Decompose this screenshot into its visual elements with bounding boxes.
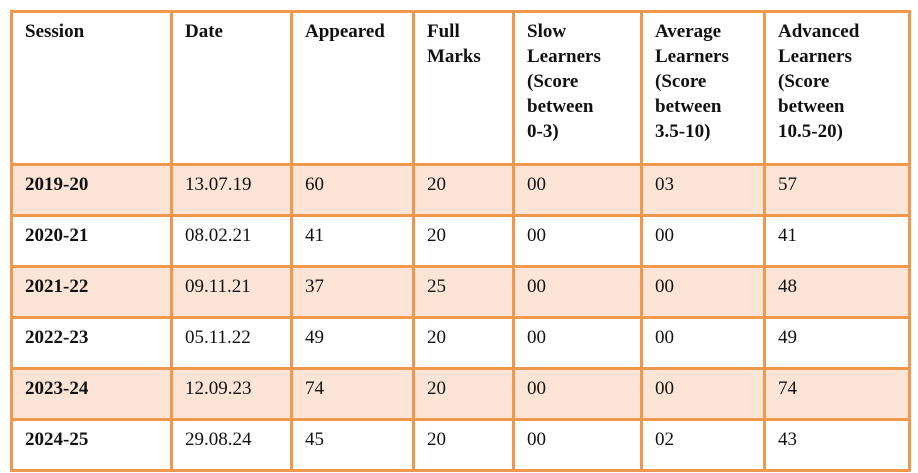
data-cell: 09.11.21 <box>170 265 293 319</box>
header-text: Appeared <box>305 21 385 42</box>
data-cell: 13.07.19 <box>170 163 293 217</box>
data-cell: 00 <box>640 265 766 319</box>
header-text: Session <box>25 21 85 42</box>
data-cell: 45 <box>290 418 415 472</box>
results-table: Session Date Appeared Full Marks Slow Learne… <box>10 10 911 472</box>
session-cell: 2023-24 <box>10 367 173 421</box>
session-cell: 2021-22 <box>10 265 173 319</box>
data-cell: 20 <box>412 316 515 370</box>
data-cell: 03 <box>640 163 766 217</box>
data-cell: 00 <box>512 163 643 217</box>
data-cell: 00 <box>640 214 766 268</box>
data-cell: 57 <box>763 163 911 217</box>
header-cell: Session <box>10 10 173 166</box>
data-cell: 00 <box>512 367 643 421</box>
header-text: Full Marks <box>427 21 481 67</box>
header-cell: Full Marks <box>412 10 515 166</box>
header-text: Slow Learners (Score between 0-3) <box>527 21 601 142</box>
data-cell: 00 <box>640 316 766 370</box>
data-cell: 12.09.23 <box>170 367 293 421</box>
data-cell: 49 <box>290 316 415 370</box>
data-cell: 02 <box>640 418 766 472</box>
table-row: 2021-22 09.11.21 37 25 00 00 48 <box>10 265 911 319</box>
data-cell: 74 <box>290 367 415 421</box>
table-row: 2020-21 08.02.21 41 20 00 00 41 <box>10 214 911 268</box>
data-cell: 20 <box>412 163 515 217</box>
session-cell: 2022-23 <box>10 316 173 370</box>
data-cell: 74 <box>763 367 911 421</box>
data-cell: 00 <box>512 214 643 268</box>
session-cell: 2019-20 <box>10 163 173 217</box>
session-cell: 2024-25 <box>10 418 173 472</box>
header-text: Average Learners (Score between 3.5-10) <box>655 21 729 142</box>
header-cell: Average Learners (Score between 3.5-10) <box>640 10 766 166</box>
header-row: Session Date Appeared Full Marks Slow Learne… <box>10 10 911 166</box>
data-cell: 29.08.24 <box>170 418 293 472</box>
table-row: 2019-20 13.07.19 60 20 00 03 57 <box>10 163 911 217</box>
data-cell: 43 <box>763 418 911 472</box>
data-cell: 60 <box>290 163 415 217</box>
data-cell: 00 <box>512 316 643 370</box>
data-cell: 20 <box>412 367 515 421</box>
data-cell: 05.11.22 <box>170 316 293 370</box>
data-cell: 48 <box>763 265 911 319</box>
data-cell: 41 <box>290 214 415 268</box>
data-cell: 20 <box>412 214 515 268</box>
data-cell: 00 <box>640 367 766 421</box>
header-cell: Advanced Learners (Score between 10.5-20… <box>763 10 911 166</box>
data-cell: 08.02.21 <box>170 214 293 268</box>
table-row: 2022-23 05.11.22 49 20 00 00 49 <box>10 316 911 370</box>
header-cell: Appeared <box>290 10 415 166</box>
data-cell: 49 <box>763 316 911 370</box>
table-row: 2023-24 12.09.23 74 20 00 00 74 <box>10 367 911 421</box>
data-cell: 00 <box>512 265 643 319</box>
header-cell: Slow Learners (Score between 0-3) <box>512 10 643 166</box>
table-body: 2019-20 13.07.19 60 20 00 03 57 2020-21 08.02.21… <box>10 163 911 472</box>
data-cell: 20 <box>412 418 515 472</box>
table-row: 2024-25 29.08.24 45 20 00 02 43 <box>10 418 911 472</box>
data-cell: 25 <box>412 265 515 319</box>
header-text: Date <box>185 21 223 42</box>
data-cell: 00 <box>512 418 643 472</box>
header-cell: Date <box>170 10 293 166</box>
header-text: Advanced Learners (Score between 10.5-20… <box>778 21 860 142</box>
data-cell: 37 <box>290 265 415 319</box>
data-cell: 41 <box>763 214 911 268</box>
session-cell: 2020-21 <box>10 214 173 268</box>
